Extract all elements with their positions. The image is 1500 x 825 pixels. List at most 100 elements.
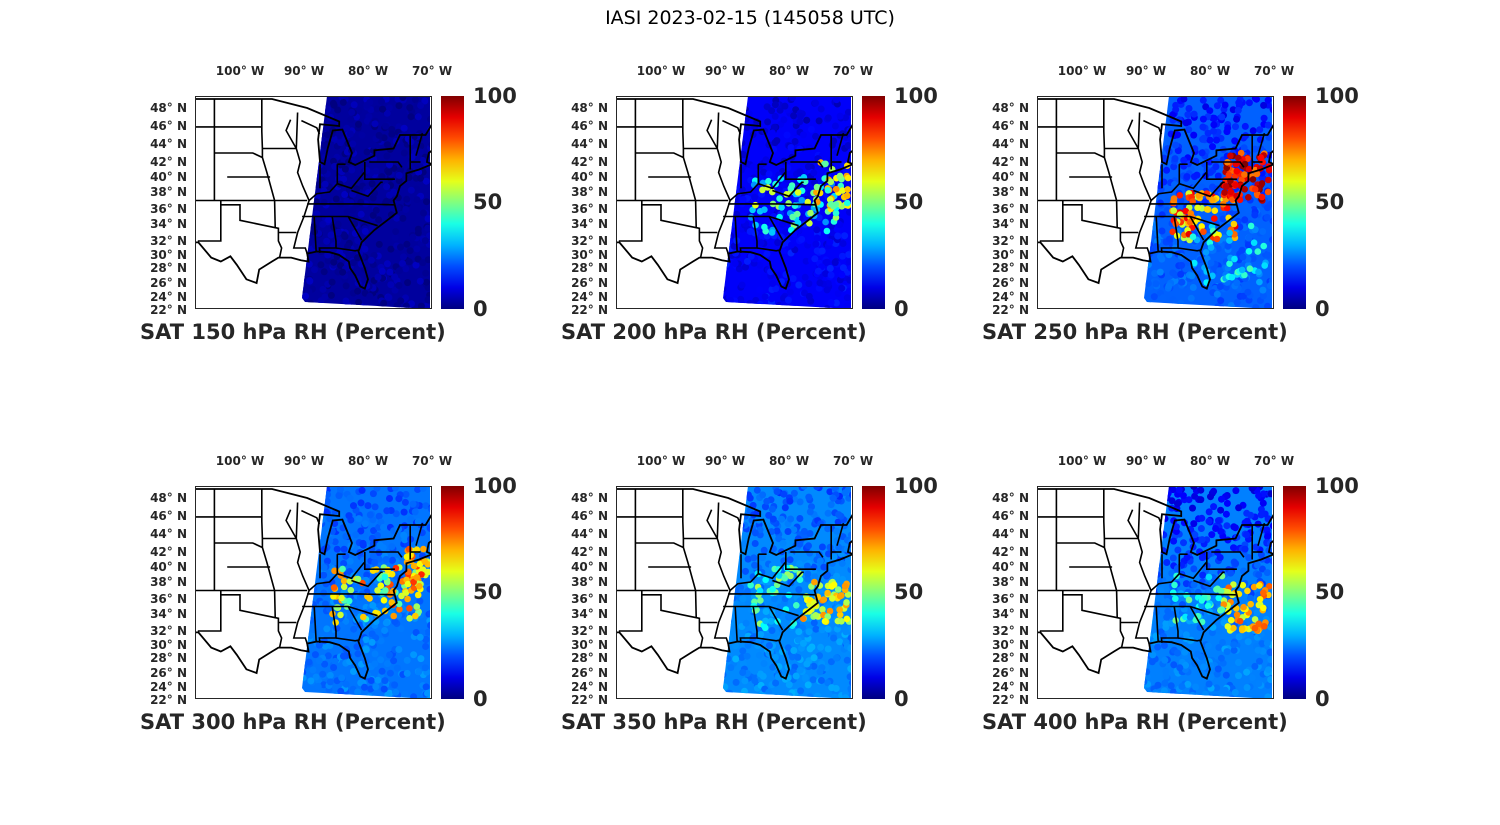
rh-observation bbox=[303, 233, 311, 241]
rh-observation bbox=[400, 531, 408, 539]
rh-observation bbox=[779, 539, 787, 547]
rh-observation bbox=[1213, 136, 1220, 144]
rh-observation bbox=[785, 591, 793, 599]
rh-observation bbox=[1233, 167, 1241, 175]
rh-observation bbox=[302, 285, 304, 293]
rh-observation bbox=[796, 560, 804, 568]
lat-tick-label: 34° N bbox=[571, 607, 608, 621]
rh-observation bbox=[824, 509, 832, 517]
rh-observation bbox=[807, 125, 815, 133]
state-border bbox=[836, 132, 845, 156]
rh-observation bbox=[1239, 581, 1247, 589]
rh-observation bbox=[1170, 195, 1178, 202]
lon-tick-label: 90° W bbox=[704, 64, 746, 78]
rh-observation bbox=[371, 559, 379, 566]
panel-title: SAT 150 hPa RH (Percent) bbox=[140, 320, 446, 344]
rh-observation bbox=[725, 233, 732, 241]
rh-observation bbox=[1150, 293, 1158, 301]
rh-observation bbox=[747, 252, 755, 260]
state-border bbox=[1039, 590, 1064, 632]
rh-observation bbox=[311, 115, 319, 122]
rh-observation bbox=[424, 628, 430, 636]
rh-observation bbox=[426, 617, 430, 625]
state-boundaries bbox=[1037, 488, 1274, 680]
rh-observation bbox=[823, 227, 831, 235]
rh-observation bbox=[1244, 587, 1251, 595]
rh-observation bbox=[307, 300, 315, 308]
rh-observation bbox=[809, 676, 817, 684]
rh-observation bbox=[1248, 674, 1256, 682]
rh-observation bbox=[727, 296, 735, 304]
rh-observation bbox=[1264, 96, 1272, 104]
rh-observation bbox=[731, 149, 739, 157]
rh-observation bbox=[1156, 199, 1164, 207]
lon-tick-label: 80° W bbox=[347, 64, 389, 78]
rh-observation bbox=[769, 515, 777, 523]
rh-observation bbox=[772, 679, 780, 687]
rh-observation bbox=[1144, 279, 1152, 287]
rh-observation bbox=[381, 677, 389, 685]
rh-observation bbox=[1144, 595, 1146, 603]
state-border bbox=[722, 509, 742, 525]
rh-observation bbox=[411, 508, 419, 516]
rh-observation bbox=[342, 532, 350, 540]
rh-observation bbox=[1208, 629, 1216, 637]
lat-tick-label: 40° N bbox=[150, 560, 187, 574]
rh-observation bbox=[770, 595, 778, 603]
rh-observation bbox=[754, 576, 762, 584]
satellite-swath bbox=[723, 486, 851, 699]
lat-tick-label: 32° N bbox=[992, 234, 1029, 248]
rh-observation bbox=[1252, 304, 1260, 309]
rh-observation bbox=[306, 96, 314, 102]
rh-observation bbox=[366, 292, 374, 300]
rh-observation bbox=[337, 687, 345, 695]
rh-observation bbox=[323, 557, 331, 565]
rh-observation bbox=[724, 527, 732, 535]
rh-observation bbox=[1222, 510, 1230, 518]
rh-observation bbox=[812, 240, 820, 248]
rh-observation bbox=[334, 106, 342, 114]
rh-observation bbox=[838, 284, 846, 292]
lat-tick-label: 42° N bbox=[150, 155, 187, 169]
rh-observation bbox=[1178, 683, 1186, 690]
rh-observation bbox=[1174, 500, 1181, 508]
rh-observation bbox=[346, 557, 354, 565]
rh-observation bbox=[374, 273, 382, 281]
rh-observation bbox=[786, 497, 794, 505]
rh-observation bbox=[824, 645, 832, 653]
satellite-swath bbox=[1144, 486, 1272, 699]
rh-observation bbox=[739, 491, 747, 498]
rh-observation bbox=[1241, 271, 1248, 279]
rh-observation bbox=[361, 520, 369, 528]
rh-observation bbox=[1163, 559, 1171, 566]
rh-observation bbox=[391, 273, 399, 281]
rh-observation bbox=[377, 518, 385, 526]
state-border bbox=[785, 552, 816, 570]
colorbar bbox=[862, 96, 885, 309]
rh-observation bbox=[423, 278, 430, 286]
state-boundaries bbox=[195, 98, 432, 290]
rh-observation bbox=[1201, 690, 1209, 698]
rh-observation bbox=[413, 185, 421, 193]
rh-observation bbox=[848, 491, 851, 499]
rh-observation bbox=[825, 550, 832, 558]
rh-observation bbox=[338, 96, 346, 100]
rh-observation bbox=[1153, 528, 1161, 536]
lon-tick-label: 100° W bbox=[1057, 64, 1107, 78]
rh-observation bbox=[836, 172, 844, 180]
rh-observation bbox=[409, 233, 417, 241]
rh-observation bbox=[1227, 188, 1235, 196]
rh-observation bbox=[370, 527, 378, 535]
rh-observation bbox=[365, 620, 373, 628]
rh-observation bbox=[1241, 122, 1249, 130]
rh-observation bbox=[1246, 265, 1254, 272]
rh-observation bbox=[811, 578, 818, 586]
rh-observation bbox=[1163, 613, 1171, 621]
rh-observation bbox=[1235, 659, 1242, 666]
rh-observation bbox=[723, 96, 727, 101]
lat-tick-label: 36° N bbox=[150, 592, 187, 606]
rh-observation bbox=[411, 96, 419, 104]
rh-observation bbox=[324, 257, 332, 265]
rh-observation bbox=[427, 534, 430, 541]
rh-observation bbox=[787, 579, 795, 587]
